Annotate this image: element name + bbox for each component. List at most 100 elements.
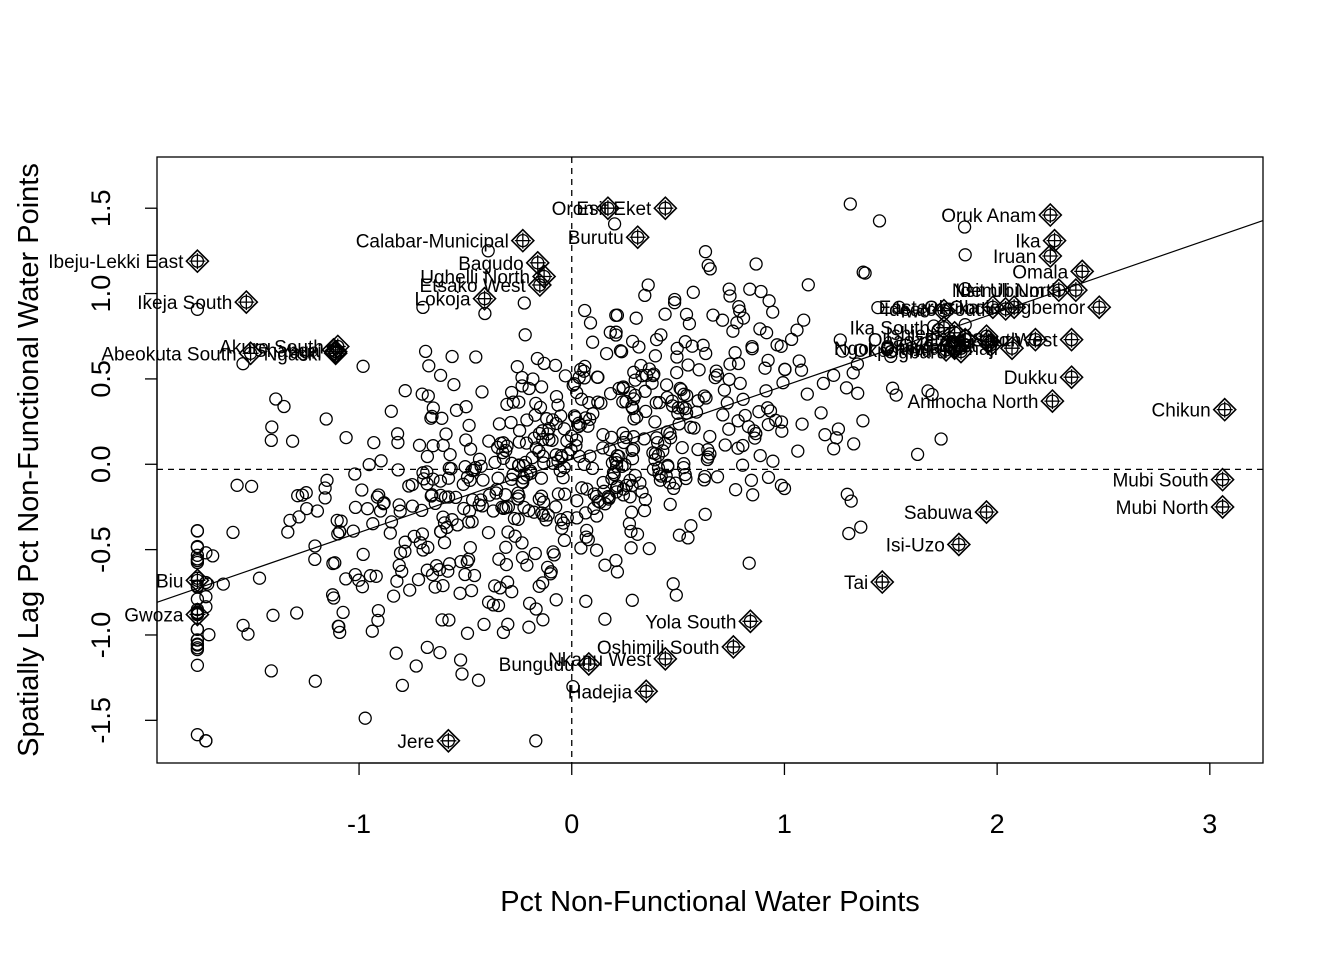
data-point [540, 560, 555, 575]
labeled-point: Igbemor [1016, 295, 1112, 320]
data-point [726, 324, 740, 338]
data-point [570, 511, 584, 525]
data-point [826, 368, 841, 382]
data-point [723, 289, 737, 303]
data-point [622, 517, 637, 531]
point-label: Chikun [1152, 401, 1211, 422]
labeled-point: Hadejia [568, 679, 659, 704]
data-point [710, 470, 725, 484]
data-point [627, 392, 641, 406]
data-point [348, 467, 362, 481]
point-label: Calabar-Municipal [356, 232, 509, 253]
data-point [371, 603, 386, 618]
data-point [885, 381, 900, 395]
data-point [468, 460, 483, 475]
data-point [356, 547, 370, 562]
data-point [269, 392, 283, 406]
data-point [701, 443, 715, 457]
data-point [536, 576, 550, 590]
data-point [856, 414, 870, 428]
data-point [362, 457, 376, 472]
data-point [649, 332, 664, 347]
data-point [748, 431, 762, 445]
data-point [556, 471, 570, 485]
data-point [458, 567, 472, 582]
data-point [697, 389, 711, 403]
data-point [545, 433, 559, 447]
data-point [681, 531, 695, 545]
data-point [854, 520, 868, 534]
point-diamond [653, 646, 678, 672]
data-point [370, 490, 385, 504]
x-tick-label: -1 [347, 809, 371, 839]
data-point [692, 363, 706, 377]
data-point [537, 456, 551, 470]
data-point [386, 589, 401, 603]
point-diamond [978, 332, 1003, 357]
data-point [420, 640, 434, 655]
data-point [478, 306, 492, 321]
data-point [580, 523, 594, 538]
data-point [858, 266, 872, 280]
data-point [482, 434, 496, 448]
data-point [532, 444, 546, 458]
data-point [625, 443, 639, 458]
data-point [570, 385, 584, 400]
data-point [635, 485, 649, 499]
point-diamond [185, 568, 210, 593]
data-point [662, 476, 677, 490]
data-point [627, 365, 641, 379]
labeled-point: Aninocha North [907, 388, 1065, 414]
data-point [957, 220, 972, 234]
point-diamond [595, 196, 621, 221]
data-point [383, 526, 397, 540]
data-point [308, 539, 322, 553]
data-point [537, 356, 551, 371]
point-label: Ishielu [886, 324, 941, 345]
point-label: Sabuwa [904, 503, 973, 524]
point-label: Okrika [924, 298, 979, 319]
data-point [522, 620, 536, 634]
data-point [459, 400, 473, 414]
data-point [449, 490, 463, 505]
data-point [759, 326, 774, 340]
point-label: Ogbaru [884, 343, 947, 364]
data-point [749, 257, 763, 271]
data-point [461, 552, 476, 566]
data-point [590, 509, 604, 523]
data-point [390, 574, 404, 588]
y-axis-label: Spatially Lag Pct Non-Functional Water P… [13, 163, 45, 757]
data-point [776, 376, 790, 390]
point-label: Isi-Uzo [886, 535, 945, 556]
data-point [475, 385, 489, 399]
data-point [574, 392, 589, 406]
point-label: Nsit Ubium [952, 281, 1045, 302]
data-point [682, 317, 697, 331]
point-label: Biu [156, 571, 183, 592]
data-point [493, 581, 507, 595]
data-point [543, 567, 558, 581]
data-point [512, 489, 526, 503]
data-point [598, 558, 612, 572]
data-point [367, 435, 381, 450]
data-point [736, 392, 750, 406]
data-point [736, 311, 751, 325]
data-point [384, 515, 399, 529]
data-point [549, 389, 564, 404]
data-point [652, 395, 667, 410]
data-point [285, 434, 300, 448]
data-point [672, 528, 687, 542]
point-diamond [1063, 278, 1088, 303]
data-point [518, 328, 532, 342]
data-point [784, 332, 799, 347]
data-point [880, 342, 894, 357]
mean-lines [157, 157, 1263, 763]
data-point [318, 491, 332, 505]
data-point [392, 498, 406, 512]
data-point [424, 411, 438, 425]
data-point [774, 478, 789, 492]
data-point [696, 338, 710, 352]
data-point [680, 388, 694, 403]
point-diamond [1046, 278, 1071, 303]
data-point [489, 486, 503, 500]
